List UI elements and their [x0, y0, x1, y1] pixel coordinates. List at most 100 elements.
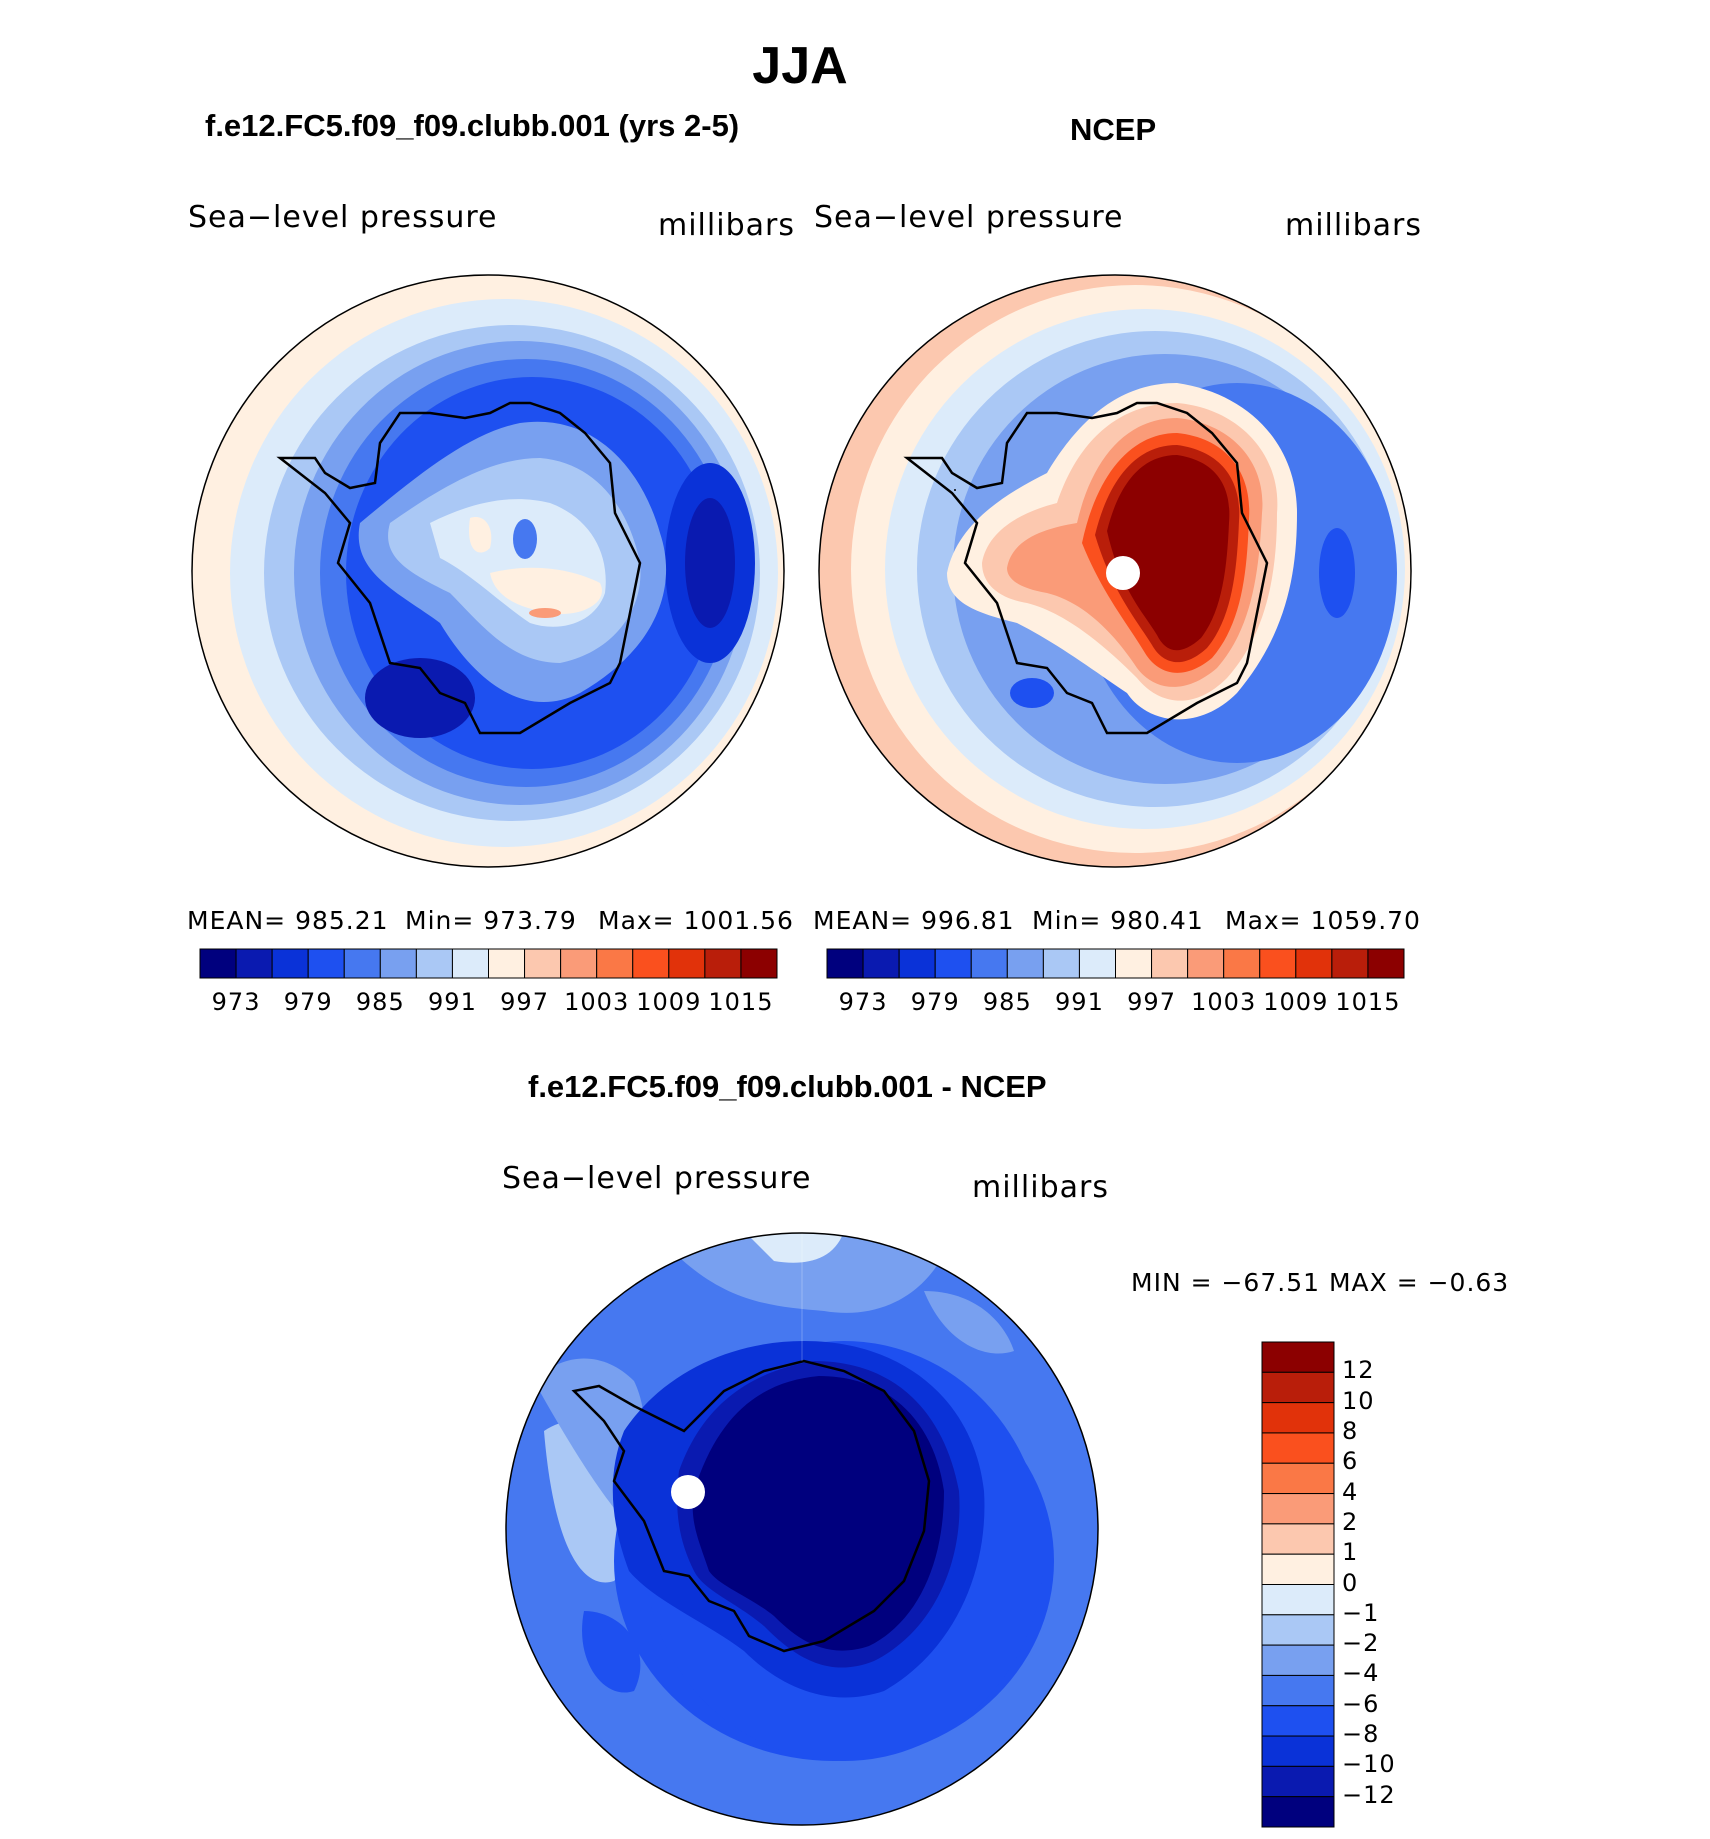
colorbar-diff: [1261, 1341, 1335, 1828]
colorbar-swatch: [1261, 1523, 1335, 1555]
colorbar-swatch: [451, 948, 489, 979]
colorbar-swatch: [199, 948, 237, 979]
colorbar-tick-label: 2: [1342, 1507, 1359, 1536]
panel1-min: Min= 973.79: [405, 906, 577, 935]
colorbar-swatch: [1259, 948, 1297, 979]
colorbar-swatch: [668, 948, 706, 979]
colorbar-swatch: [632, 948, 670, 979]
colorbar-tick-label: 1003: [564, 988, 630, 1016]
colorbar-swatch: [1261, 1371, 1335, 1404]
colorbar-swatch: [1367, 948, 1405, 979]
colorbar-swatch: [1261, 1493, 1335, 1525]
colorbar-swatch: [560, 948, 598, 979]
colorbar-swatch: [596, 948, 634, 979]
panel2-units-label: millibars: [1285, 208, 1422, 243]
colorbar-swatch: [1261, 1735, 1335, 1767]
colorbar-swatch: [1261, 1796, 1335, 1828]
colorbar-swatch: [343, 948, 381, 979]
colorbar-tick-label: −8: [1342, 1720, 1380, 1749]
colorbar-tick-label: 1015: [708, 988, 774, 1016]
ncep-slp-map: [818, 274, 1412, 868]
colorbar-tick-label: 12: [1342, 1356, 1375, 1385]
panel1-max: Max= 1001.56: [598, 906, 794, 935]
colorbar-swatch: [1261, 1614, 1335, 1646]
colorbar-swatch: [1261, 1402, 1335, 1434]
colorbar-swatch: [524, 948, 562, 979]
colorbar-swatch: [1261, 1553, 1335, 1585]
colorbar-tick-label: −6: [1342, 1689, 1380, 1718]
colorbar-tick-label: 991: [1055, 988, 1104, 1016]
panel1-mean: MEAN= 985.21: [187, 906, 389, 935]
colorbar-tick-label: 991: [428, 988, 477, 1016]
colorbar-swatch: [1295, 948, 1333, 979]
colorbar-tick-label: −10: [1342, 1750, 1396, 1779]
colorbar-tick-label: 8: [1342, 1416, 1359, 1445]
colorbar-swatch: [1261, 1705, 1335, 1737]
colorbar-swatch: [1261, 1674, 1335, 1707]
difference-minmax: MIN = −67.51 MAX = −0.63: [1131, 1268, 1510, 1297]
colorbar-swatch: [1261, 1765, 1335, 1798]
colorbar-swatch: [1187, 948, 1225, 979]
colorbar-tick-label: 0: [1342, 1568, 1359, 1597]
difference-variable-label: Sea−level pressure: [502, 1161, 812, 1196]
model-slp-map: [191, 274, 785, 868]
colorbar-tick-label: 985: [982, 988, 1032, 1016]
colorbar-swatch: [1261, 1644, 1335, 1676]
colorbar-swatch: [1223, 948, 1261, 979]
colorbar-tick-label: −12: [1342, 1780, 1396, 1809]
colorbar-swatch: [379, 948, 417, 979]
colorbar-tick-label: −1: [1342, 1598, 1380, 1627]
colorbar-swatch: [307, 948, 345, 979]
difference-title: f.e12.FC5.f09_f09.clubb.001 - NCEP: [528, 1069, 1047, 1104]
colorbar-swatch: [415, 948, 453, 979]
panel1-variable-label: Sea−level pressure: [188, 200, 498, 235]
colorbar-swatch: [934, 948, 972, 979]
colorbar-tick-label: 1003: [1191, 988, 1257, 1016]
colorbar-tick-label: 6: [1342, 1447, 1359, 1476]
colorbar-tick-label: 1009: [1263, 988, 1329, 1016]
panel1-title: f.e12.FC5.f09_f09.clubb.001 (yrs 2-5): [205, 108, 740, 143]
colorbar-swatch: [1078, 948, 1116, 979]
colorbar-abs-1: [199, 948, 778, 979]
colorbar-tick-label: −4: [1342, 1659, 1380, 1688]
colorbar-abs-2: [826, 948, 1405, 979]
colorbar-swatch: [862, 948, 900, 979]
colorbar-tick-label: 10: [1342, 1386, 1375, 1415]
colorbar-swatch: [1331, 948, 1369, 979]
colorbar-swatch: [704, 948, 742, 979]
panel1-units-label: millibars: [658, 208, 795, 243]
colorbar-swatch: [1261, 1584, 1335, 1616]
panel2-title: NCEP: [1070, 112, 1157, 147]
panel2-variable-label: Sea−level pressure: [814, 200, 1124, 235]
colorbar-tick-label: 973: [838, 988, 888, 1016]
colorbar-tick-label: 1015: [1335, 988, 1401, 1016]
colorbar-swatch: [898, 948, 936, 979]
colorbar-swatch: [826, 948, 864, 979]
colorbar-swatch: [1115, 948, 1153, 979]
colorbar-swatch: [271, 948, 309, 979]
colorbar-swatch: [1006, 948, 1044, 979]
colorbar-swatch: [1261, 1432, 1335, 1464]
difference-units-label: millibars: [972, 1170, 1109, 1205]
colorbar-tick-label: 997: [500, 988, 549, 1016]
colorbar-swatch: [1151, 948, 1189, 979]
difference-slp-map: [505, 1232, 1099, 1826]
colorbar-tick-label: 973: [211, 988, 261, 1016]
colorbar-tick-label: 1: [1342, 1538, 1359, 1567]
colorbar-swatch: [970, 948, 1008, 979]
colorbar-tick-label: −2: [1342, 1629, 1380, 1658]
panel2-min: Min= 980.41: [1032, 906, 1204, 935]
colorbar-tick-label: 979: [283, 988, 333, 1016]
colorbar-swatch: [1261, 1341, 1335, 1373]
panel2-max: Max= 1059.70: [1225, 906, 1421, 935]
panel2-mean: MEAN= 996.81: [813, 906, 1015, 935]
main-title: JJA: [752, 37, 848, 95]
colorbar-tick-label: 985: [355, 988, 405, 1016]
colorbar-tick-label: 1009: [636, 988, 702, 1016]
colorbar-swatch: [740, 948, 778, 979]
colorbar-swatch: [1261, 1462, 1335, 1495]
colorbar-swatch: [235, 948, 273, 979]
colorbar-swatch: [1042, 948, 1080, 979]
colorbar-tick-label: 997: [1127, 988, 1176, 1016]
colorbar-tick-label: 979: [910, 988, 960, 1016]
